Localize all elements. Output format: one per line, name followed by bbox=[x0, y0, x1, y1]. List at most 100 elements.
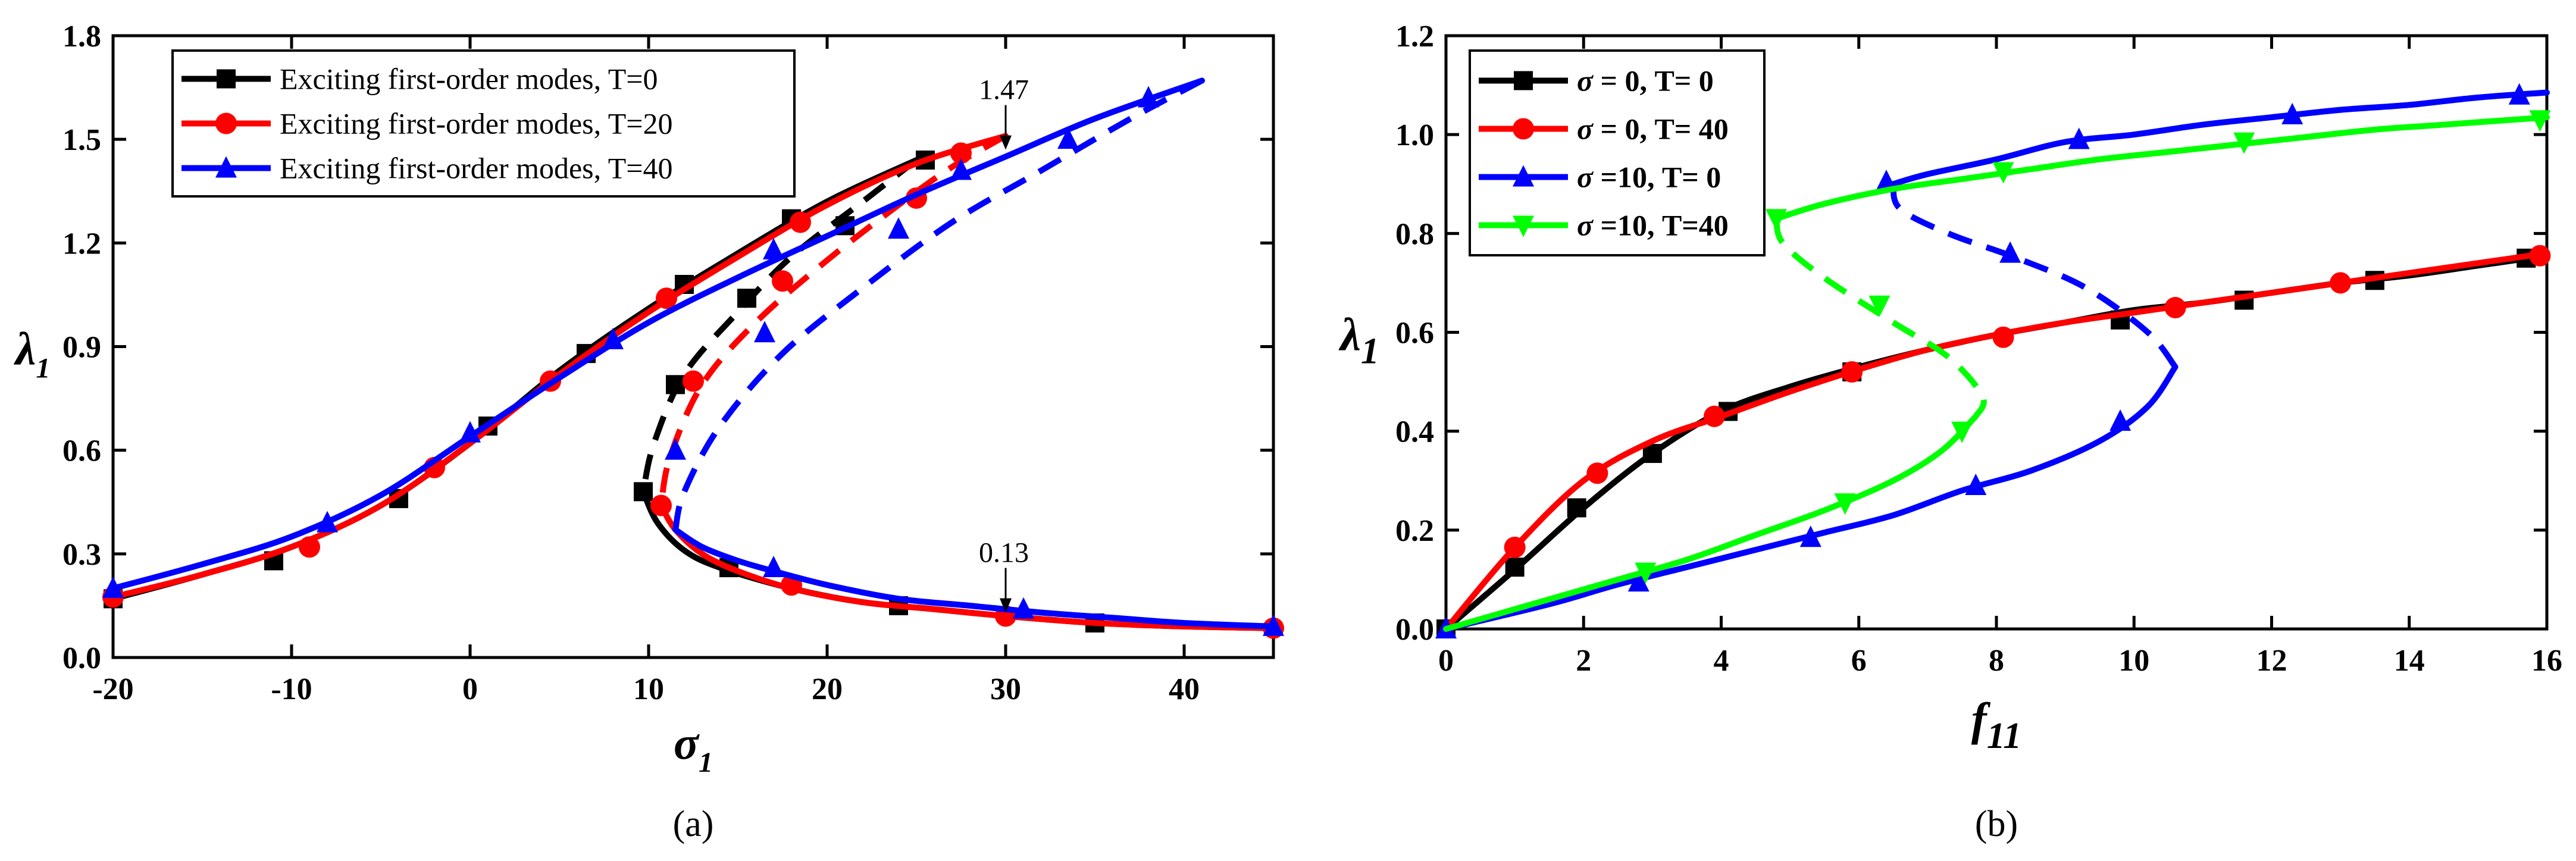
series-line-stable-upper bbox=[1773, 114, 2550, 222]
data-point bbox=[1586, 462, 1608, 484]
legend-label-symbol: σ bbox=[1577, 209, 1594, 242]
legend-label-symbol: σ bbox=[1577, 161, 1594, 194]
x-tick-label: -10 bbox=[271, 672, 312, 706]
y-tick-label: 1.2 bbox=[1395, 20, 1434, 54]
y-tick-label: 0.3 bbox=[62, 538, 101, 572]
y-tick-label: 0.9 bbox=[62, 331, 101, 365]
x-tick-label: 30 bbox=[990, 672, 1021, 706]
x-tick-label: 0 bbox=[462, 672, 478, 706]
x-tick-label: 8 bbox=[1989, 644, 2004, 678]
legend-label-symbol: σ bbox=[1577, 112, 1594, 146]
series-t-40 bbox=[102, 77, 1284, 636]
x-tick-label: 0 bbox=[1438, 644, 1454, 678]
x-tick-label: 40 bbox=[1169, 672, 1200, 706]
series-t-20 bbox=[102, 133, 1284, 639]
legend-label: σ = 0, T= 0 bbox=[1577, 64, 1714, 98]
data-point bbox=[1999, 241, 2021, 263]
data-point bbox=[1992, 162, 2014, 184]
data-point bbox=[666, 375, 685, 395]
y-tick-label: 0.6 bbox=[1395, 317, 1434, 350]
legend-label: Exciting first-order modes, T=40 bbox=[280, 152, 672, 185]
x-tick-label: 4 bbox=[1714, 644, 1729, 678]
panel-a: -20 -10 0 10 20 30 40 0.0 0.3 0.6 0.9 1.2 1.5 1.8 1.47… bbox=[14, 20, 1284, 844]
data-point bbox=[656, 287, 677, 309]
series--0-t-40 bbox=[1443, 245, 2551, 632]
data-point bbox=[1841, 361, 1863, 383]
data-point bbox=[683, 370, 704, 392]
data-point bbox=[772, 270, 793, 292]
data-point bbox=[1504, 536, 1526, 558]
data-point bbox=[2233, 132, 2255, 154]
legend-box bbox=[171, 49, 796, 198]
series-line-unstable bbox=[1773, 218, 1987, 418]
x-tick-label: 10 bbox=[2118, 644, 2149, 678]
legend-marker-sample bbox=[1513, 215, 1534, 237]
series-line-stable-lower bbox=[658, 502, 1276, 631]
legend-label: Exciting first-order modes, T=20 bbox=[280, 107, 672, 140]
series--10-t-40 bbox=[1443, 110, 2551, 632]
x-tick-label: 12 bbox=[2256, 644, 2287, 678]
data-point bbox=[1868, 295, 1890, 317]
data-point bbox=[1138, 86, 1159, 108]
data-point bbox=[763, 237, 784, 259]
x-tick-label: -20 bbox=[92, 672, 133, 706]
series-line-stable-lower bbox=[1443, 364, 2179, 632]
data-point bbox=[665, 438, 686, 460]
legend-marker-sample bbox=[1513, 118, 1534, 140]
data-point bbox=[102, 576, 124, 598]
data-point bbox=[1951, 421, 1973, 443]
legend-label-rest: = 0, T= 0 bbox=[1593, 64, 1714, 98]
x-axis-label-subscript: 11 bbox=[1987, 716, 2022, 756]
data-point bbox=[2164, 296, 2186, 318]
data-point bbox=[950, 158, 972, 180]
data-point bbox=[1834, 493, 1856, 515]
data-point bbox=[634, 482, 653, 502]
legend-marker-sample bbox=[1513, 165, 1534, 187]
series-line-stable-upper bbox=[1890, 89, 2550, 187]
y-tick-label: 0.2 bbox=[1395, 514, 1434, 548]
legend-label-rest: = 0, T= 40 bbox=[1593, 112, 1729, 146]
x-tick-label: 20 bbox=[812, 672, 843, 706]
data-point bbox=[1965, 474, 1987, 496]
series-line-unstable bbox=[672, 78, 1204, 531]
x-tick-label: 2 bbox=[1576, 644, 1591, 678]
annotation-label: 0.13 bbox=[979, 537, 1029, 569]
data-point bbox=[737, 289, 756, 308]
y-axis-label-main: λ bbox=[14, 323, 36, 375]
x-tick-label: 14 bbox=[2394, 644, 2425, 678]
data-point bbox=[1799, 525, 1821, 547]
series--10-t-0 bbox=[1435, 83, 2550, 638]
x-axis-label: f11 bbox=[1971, 693, 2022, 756]
data-point bbox=[2529, 110, 2551, 132]
y-axis-label: λ1 bbox=[1338, 309, 1379, 372]
legend-label: σ = 0, T= 40 bbox=[1577, 112, 1729, 146]
panel-caption: (a) bbox=[673, 804, 714, 844]
annotation-label: 1.47 bbox=[979, 74, 1029, 106]
data-point bbox=[1263, 614, 1284, 636]
data-point bbox=[2529, 245, 2551, 267]
y-tick-label: 1.0 bbox=[1395, 118, 1434, 152]
legend-label-symbol: σ bbox=[1577, 64, 1594, 98]
data-point bbox=[1992, 326, 2014, 348]
y-axis-label: λ1 bbox=[14, 323, 51, 384]
data-point bbox=[2068, 127, 2090, 149]
data-point bbox=[317, 511, 338, 533]
data-point bbox=[1567, 498, 1586, 518]
data-point bbox=[1013, 597, 1034, 619]
data-point bbox=[299, 536, 320, 558]
annotation-arrow-head bbox=[1000, 135, 1012, 150]
x-tick-label: 6 bbox=[1851, 644, 1867, 678]
data-point bbox=[1876, 170, 1897, 192]
data-point bbox=[1703, 405, 1725, 427]
legend-label: Exciting first-order modes, T=0 bbox=[280, 62, 658, 96]
data-point bbox=[950, 142, 972, 164]
y-axis-label-main: λ bbox=[1338, 309, 1361, 361]
data-point bbox=[763, 556, 784, 578]
data-point bbox=[790, 211, 811, 233]
y-tick-label: 1.2 bbox=[62, 227, 101, 261]
panel-caption: (b) bbox=[1975, 804, 2018, 844]
data-point bbox=[2281, 102, 2303, 124]
data-point bbox=[602, 327, 624, 349]
data-point bbox=[1766, 209, 1787, 231]
